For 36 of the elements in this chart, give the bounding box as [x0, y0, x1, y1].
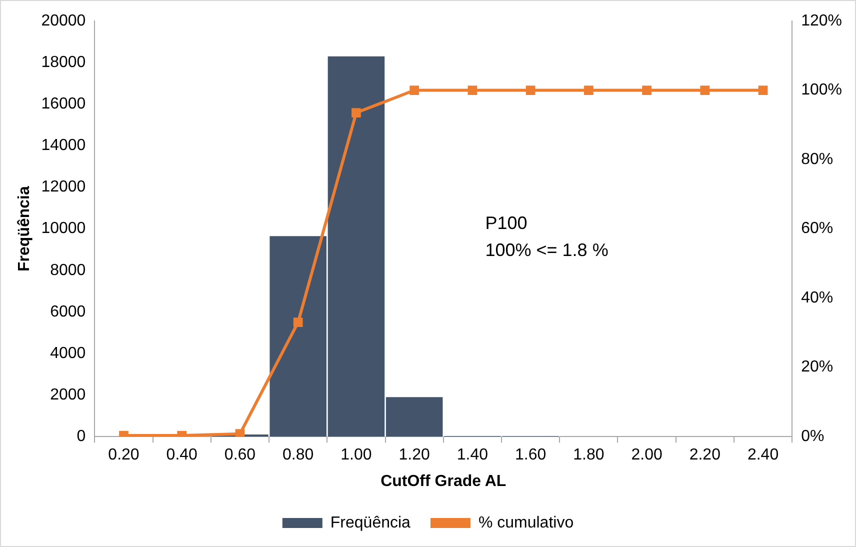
x-tick-label: 0.60: [224, 446, 256, 464]
y-tick-label: 0: [76, 428, 86, 446]
x-tick-label: 1.20: [398, 446, 430, 464]
x-tick-label: 0.20: [108, 446, 140, 464]
y2-tick-label: 40%: [801, 289, 834, 306]
y-tick-label: 16000: [41, 96, 86, 113]
y-tick-label: 2000: [50, 386, 86, 404]
y-tick-label: 10000: [41, 220, 86, 238]
legend-label: Freqüência: [330, 514, 411, 532]
y-tick-label: 12000: [41, 178, 86, 196]
x-tick-label: 2.40: [747, 446, 779, 464]
y2-tick-label: 60%: [801, 220, 834, 238]
annotation: 100% <= 1.8 %: [485, 240, 608, 260]
y2-tick-label: 0%: [801, 428, 824, 446]
y-axis-title: Freqüência: [16, 186, 34, 272]
y2-tick-label: 120%: [801, 12, 842, 30]
y-tick-label: 8000: [50, 262, 86, 279]
y2-tick-label: 20%: [801, 358, 834, 376]
x-tick-label: 1.40: [456, 446, 488, 464]
y-tick-label: 18000: [41, 54, 86, 71]
y-tick-label: 20000: [41, 12, 86, 30]
x-tick-label: 2.20: [689, 446, 721, 464]
x-tick-label: 0.80: [282, 446, 314, 464]
y2-tick-label: 80%: [801, 150, 834, 168]
legend-label: % cumulativo: [478, 514, 574, 532]
x-tick-label: 2.00: [631, 446, 662, 464]
x-tick-label: 1.00: [340, 446, 372, 464]
x-axis-title: CutOff Grade AL: [380, 472, 506, 490]
y-tick-label: 14000: [41, 137, 86, 154]
annotation: P100: [485, 212, 528, 233]
x-tick-label: 1.60: [514, 446, 546, 464]
y-tick-label: 4000: [50, 344, 86, 362]
y2-tick-label: 100%: [801, 82, 842, 99]
x-tick-label: 0.40: [166, 446, 198, 464]
x-tick-label: 1.80: [573, 446, 604, 464]
y-tick-label: 6000: [50, 303, 86, 320]
